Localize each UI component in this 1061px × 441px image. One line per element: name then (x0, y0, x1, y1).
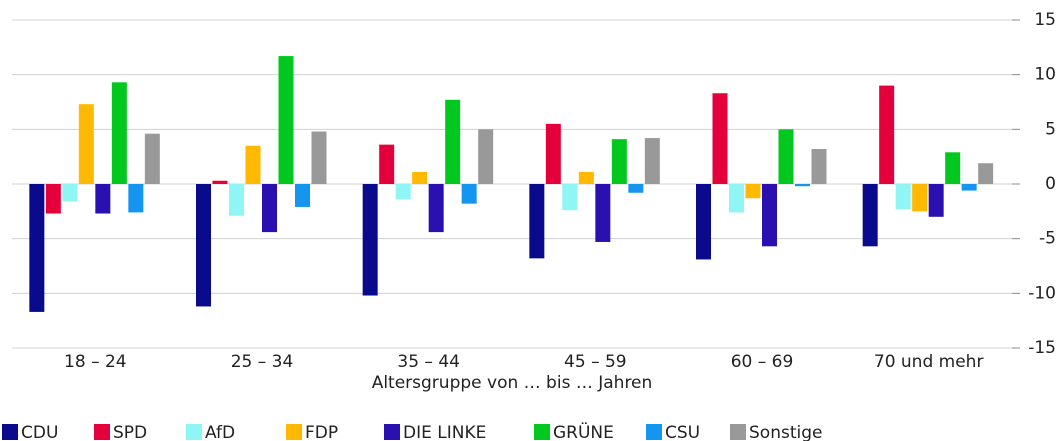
legend-label: SPD (113, 423, 147, 441)
bar (811, 149, 827, 184)
bar (529, 184, 545, 259)
x-tick-label: 45 – 59 (564, 352, 627, 372)
bar (428, 184, 444, 233)
bar (879, 85, 895, 184)
bar (245, 145, 261, 184)
x-tick-label: 60 – 69 (731, 352, 794, 372)
legend-label: CDU (21, 423, 58, 441)
bar (461, 184, 477, 204)
x-tick-label: 35 – 44 (397, 352, 460, 372)
bar (545, 123, 561, 184)
bar (862, 184, 878, 247)
bar (144, 133, 160, 184)
bar (95, 184, 111, 214)
y-tick-label: -10 (1028, 283, 1056, 303)
y-tick-label: 5 (1045, 119, 1056, 139)
legend-swatch (646, 424, 662, 440)
bar (696, 184, 711, 260)
bar (128, 184, 144, 213)
bar (778, 129, 794, 184)
bar (62, 184, 78, 202)
bar (111, 82, 127, 184)
bar (945, 152, 961, 184)
bar (78, 104, 94, 184)
legend-swatch (2, 424, 18, 440)
bar (295, 184, 310, 207)
bar (978, 163, 994, 184)
bar (478, 129, 494, 184)
x-tick-label: 70 und mehr (874, 352, 984, 372)
legend-swatch (186, 424, 202, 440)
bar (912, 184, 928, 212)
bar (379, 144, 395, 184)
bar (562, 184, 578, 211)
bar (311, 131, 327, 184)
bar (29, 184, 45, 312)
legend-label: CSU (665, 423, 700, 441)
legend-label: DIE LINKE (403, 423, 486, 441)
legend-swatch (534, 424, 550, 440)
x-tick-label: 18 – 24 (64, 352, 127, 372)
bar (229, 184, 244, 216)
bar (362, 184, 378, 296)
y-tick-label: -5 (1039, 229, 1056, 249)
bar (278, 56, 294, 184)
bar (412, 171, 428, 184)
legend-label: AfD (205, 423, 235, 441)
bar (729, 184, 744, 213)
legend-label: FDP (305, 423, 338, 441)
bar (628, 184, 644, 193)
bar (795, 184, 810, 187)
x-axis-label: Altersgruppe von … bis … Jahren (372, 373, 653, 393)
y-tick-label: 0 (1045, 174, 1056, 194)
bar (928, 184, 944, 217)
bar (445, 99, 461, 184)
y-tick-label: 10 (1034, 65, 1056, 85)
legend-swatch (384, 424, 400, 440)
bar (595, 184, 611, 242)
bar (644, 138, 660, 184)
x-tick-label: 25 – 34 (231, 352, 294, 372)
bar (895, 184, 911, 210)
bar (745, 184, 761, 199)
bar (712, 93, 728, 184)
y-tick-label: -15 (1028, 338, 1056, 358)
legend-swatch (286, 424, 302, 440)
y-tick-label: 15 (1034, 10, 1056, 30)
bar (262, 184, 277, 233)
legend-label: GRÜNE (553, 421, 614, 441)
bar (611, 139, 627, 184)
bar (212, 180, 228, 184)
bar (961, 184, 977, 191)
legend-label: Sonstige (749, 423, 822, 441)
legend-swatch (94, 424, 110, 440)
bar (762, 184, 777, 247)
bar (45, 184, 61, 214)
bar (578, 171, 594, 184)
bar (196, 184, 211, 307)
legend-swatch (730, 424, 746, 440)
bar (395, 184, 411, 200)
